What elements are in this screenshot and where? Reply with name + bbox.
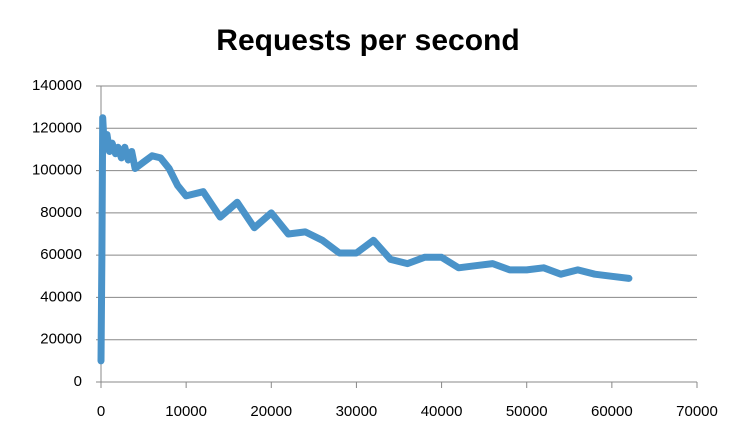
x-tick-label: 30000: [336, 403, 378, 420]
x-tick-label: 50000: [506, 403, 548, 420]
y-tick-label: 120000: [32, 119, 82, 136]
x-tick-label: 40000: [421, 403, 463, 420]
y-tick-label: 80000: [40, 204, 82, 221]
y-tick-label: 40000: [40, 288, 82, 305]
y-tick-label: 0: [74, 373, 82, 390]
y-tick-label: 100000: [32, 162, 82, 179]
y-tick-label: 140000: [32, 77, 82, 94]
x-tick-label: 10000: [165, 403, 207, 420]
x-tick-label: 0: [97, 403, 105, 420]
x-tick-label: 60000: [591, 403, 633, 420]
y-tick-label: 20000: [40, 331, 82, 348]
y-tick-label: 60000: [40, 246, 82, 263]
x-tick-label: 70000: [676, 403, 718, 420]
x-tick-label: 20000: [250, 403, 292, 420]
chart-title: Requests per second: [216, 24, 519, 57]
data-line: [97, 114, 633, 365]
